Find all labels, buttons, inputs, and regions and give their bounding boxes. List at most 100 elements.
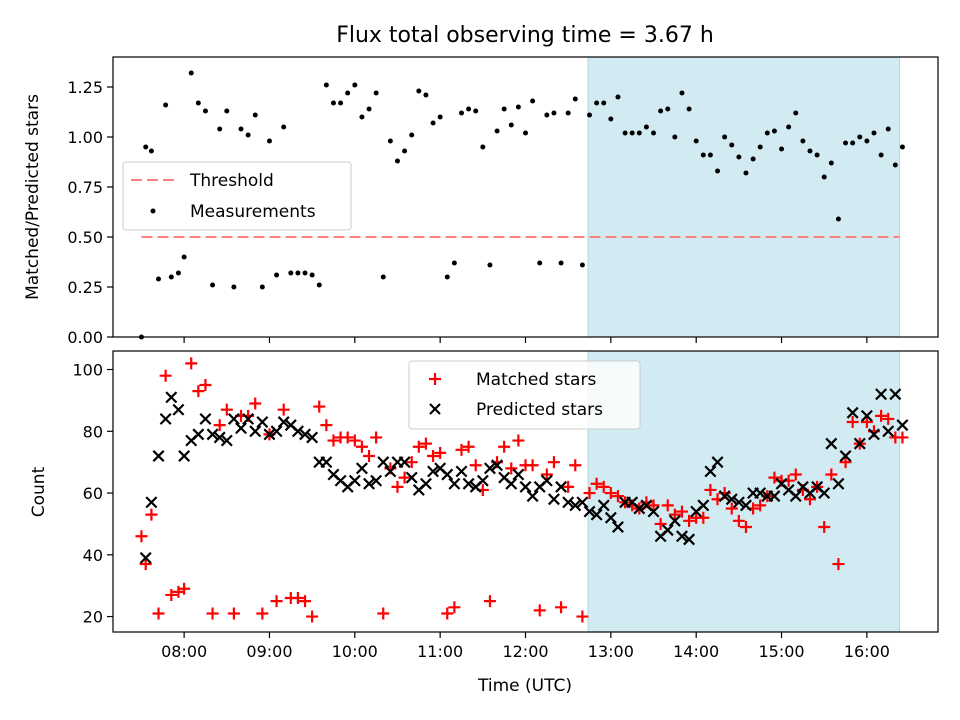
matched-star-point (825, 468, 838, 481)
predicted-star-point (576, 496, 589, 509)
predicted-star-point (462, 477, 475, 490)
measurement-point (615, 94, 621, 100)
measurement-point (729, 142, 735, 148)
matched-star-point (355, 440, 368, 453)
predicted-star-point (277, 416, 290, 428)
measurement-point (864, 138, 870, 144)
star-count-x-tick-label: 10:00 (332, 642, 378, 661)
predicted-star-point (725, 493, 738, 506)
measurement-point (757, 144, 763, 150)
predicted-star-point (569, 499, 582, 512)
matched-star-point (576, 610, 589, 623)
measurement-point (473, 108, 479, 114)
predicted-star-point (256, 416, 269, 428)
measurement-point (537, 260, 543, 266)
matched-star-point (768, 471, 781, 484)
measurement-point (679, 90, 685, 96)
measurement-point (658, 108, 664, 114)
measurement-point (793, 110, 799, 116)
matched-star-point (391, 480, 404, 493)
measurement-point (466, 106, 472, 112)
measurement-point (857, 134, 863, 140)
predicted-star-point (213, 431, 226, 444)
predicted-star-point (668, 514, 681, 527)
legend-threshold-label: Threshold (189, 171, 274, 191)
predicted-star-point (145, 496, 158, 509)
flux-ratio-y-tick-label: 0.00 (67, 328, 103, 347)
predicted-star-point (555, 480, 568, 493)
matched-star-point (611, 490, 624, 503)
predicted-star-point (405, 471, 418, 484)
measurement-point (651, 130, 657, 136)
matched-star-point (398, 471, 411, 484)
measurement-point (373, 90, 379, 96)
predicted-star-point (512, 468, 525, 481)
measurement-point (380, 274, 386, 280)
predicted-star-point (540, 474, 553, 487)
matched-star-point (227, 607, 240, 620)
measurement-point (444, 274, 450, 280)
matched-star-point (583, 487, 596, 500)
matched-star-point (419, 437, 432, 450)
measurement-point (338, 100, 344, 106)
predicted-star-point (370, 474, 383, 487)
predicted-star-point (227, 412, 240, 425)
star-count-legend-box (408, 360, 641, 430)
measurement-point (565, 110, 571, 116)
measurement-point (700, 152, 706, 158)
predicted-star-point (242, 412, 255, 425)
measurement-point (800, 138, 806, 144)
predicted-star-point (818, 487, 831, 500)
matched-star-point (299, 595, 312, 608)
measurement-point (480, 144, 486, 150)
flux-ratio-y-tick-label: 0.75 (67, 178, 103, 197)
matched-star-point (206, 607, 219, 620)
legend-matched-swatch (429, 373, 441, 385)
matched-star-point (875, 409, 888, 422)
measurement-point (665, 106, 671, 112)
matched-star-point (882, 412, 895, 425)
measurement-point (608, 116, 614, 122)
measurement-point (750, 156, 756, 162)
predicted-star-point (178, 450, 191, 462)
star-count-x-tick-label: 15:00 (758, 642, 804, 661)
predicted-star-point (306, 431, 319, 444)
matched-star-point (405, 456, 418, 469)
measurement-point (409, 132, 415, 138)
measurement-point (259, 284, 265, 290)
predicted-star-point (448, 477, 461, 490)
measurement-point (266, 138, 272, 144)
measurement-point (494, 128, 500, 134)
measurement-point (892, 162, 898, 168)
measurement-point (871, 130, 877, 136)
matched-star-point (661, 499, 674, 512)
measurement-points (138, 70, 905, 340)
predicted-star-point (633, 502, 646, 515)
measurement-point (601, 100, 607, 106)
measurement-point (636, 130, 642, 136)
matched-star-point (213, 419, 226, 432)
predicted-star-point (476, 474, 489, 487)
measurement-point (551, 110, 557, 116)
matched-star-point (313, 400, 326, 413)
measurement-point (394, 158, 400, 164)
matched-star-point (363, 449, 376, 462)
measurement-point (523, 130, 528, 136)
flux-ratio-legend: Threshold Measurements (122, 161, 352, 231)
measurement-point (323, 82, 329, 88)
predicted-star-point (139, 551, 152, 564)
predicted-star-point (348, 474, 361, 487)
matched-star-point (277, 403, 290, 416)
measurement-point (195, 100, 201, 106)
flux-ratio-y-tick-label: 0.25 (67, 278, 103, 297)
predicted-star-point (192, 428, 205, 441)
predicted-star-point (868, 428, 880, 441)
matched-star-point (569, 459, 582, 472)
matched-star-point (370, 431, 383, 444)
predicted-star-points (139, 388, 909, 564)
measurement-point (181, 254, 187, 260)
matched-star-point (597, 480, 610, 493)
measurement-point (544, 112, 550, 118)
measurement-point (771, 128, 777, 134)
